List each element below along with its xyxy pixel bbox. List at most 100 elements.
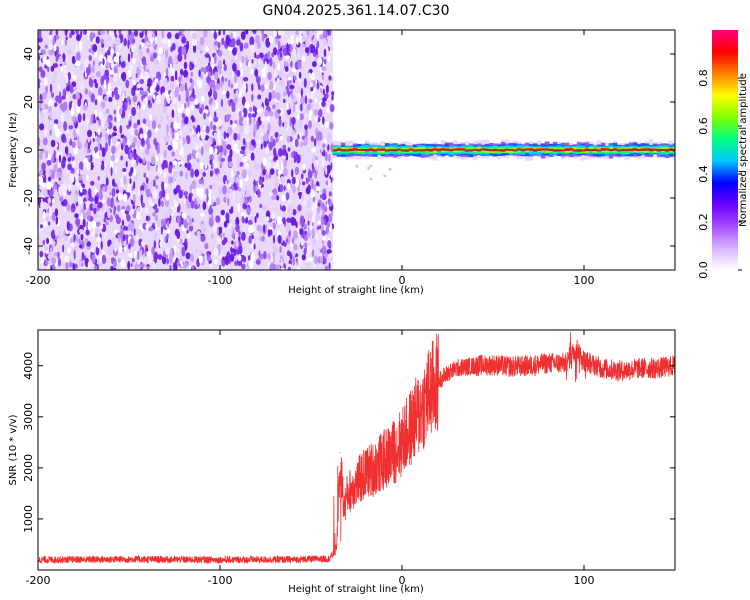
noise-speck	[275, 92, 281, 101]
noise-speck	[283, 242, 287, 247]
noise-speck	[160, 87, 163, 95]
noise-speck	[265, 99, 270, 104]
noise-speck	[96, 236, 102, 243]
noise-speck	[247, 219, 253, 225]
noise-speck	[159, 240, 163, 248]
noise-speck	[221, 90, 227, 95]
noise-speck	[202, 172, 206, 177]
noise-speck	[251, 139, 256, 146]
noise-speck	[226, 144, 232, 150]
noise-speck	[40, 109, 44, 120]
noise-speck	[242, 138, 246, 146]
noise-speck	[241, 96, 246, 106]
noise-speck	[164, 77, 168, 86]
snr-point	[601, 367, 603, 369]
signal-band-cell	[644, 148, 650, 151]
noise-speck	[123, 175, 127, 186]
noise-speck	[180, 122, 184, 129]
noise-speck	[241, 169, 247, 179]
noise-speck	[230, 206, 234, 213]
noise-speck	[109, 160, 114, 171]
noise-speck	[235, 241, 239, 248]
noise-speck	[93, 207, 97, 214]
noise-speck	[214, 148, 218, 154]
noise-speck	[194, 169, 200, 178]
snr-point	[656, 367, 658, 369]
noise-speck	[267, 253, 271, 260]
noise-speck	[252, 105, 256, 112]
noise-speck	[97, 201, 103, 209]
noise-speck	[207, 137, 212, 148]
noise-speck	[106, 50, 111, 56]
noise-speck	[254, 68, 259, 78]
noise-speck	[133, 228, 136, 237]
noise-speck	[217, 49, 223, 57]
noise-speck	[156, 144, 160, 155]
noise-speck	[221, 244, 224, 251]
noise-speck	[179, 138, 183, 148]
noise-speck	[130, 152, 133, 161]
noise-speck	[177, 160, 181, 167]
noise-speck	[237, 133, 241, 141]
noise-speck	[256, 224, 261, 232]
signal-band-cell	[560, 149, 566, 152]
noise-speck	[307, 170, 313, 179]
noise-speck	[183, 102, 187, 109]
noise-speck	[152, 212, 156, 217]
noise-speck	[177, 99, 181, 110]
noise-speck	[132, 57, 136, 65]
noise-speck	[280, 267, 286, 270]
noise-speck	[323, 164, 327, 172]
noise-speck	[149, 113, 152, 121]
noise-speck	[309, 211, 312, 221]
snr-point	[510, 366, 512, 368]
noise-speck	[152, 81, 157, 88]
noise-speck	[80, 233, 84, 241]
noise-speck	[191, 265, 195, 270]
noise-speck	[210, 121, 213, 130]
noise-speck	[156, 219, 160, 228]
noise-speck	[42, 137, 48, 146]
noise-speck	[244, 200, 249, 205]
noise-speck	[52, 185, 55, 195]
noise-speck	[49, 110, 53, 120]
noise-speck	[322, 116, 325, 125]
noise-speck	[272, 47, 278, 56]
noise-speck	[236, 170, 240, 176]
noise-speck	[165, 247, 170, 255]
noise-speck	[327, 144, 330, 151]
noise-speck	[277, 40, 281, 50]
noise-speck	[292, 184, 296, 194]
signal-band-cell	[336, 148, 342, 151]
noise-speck	[133, 80, 136, 86]
noise-speck	[243, 210, 247, 219]
noise-speck	[313, 109, 318, 116]
noise-speck	[42, 210, 46, 220]
noise-speck	[304, 95, 308, 105]
noise-speck	[79, 161, 84, 171]
noise-speck	[310, 43, 316, 54]
noise-speck	[172, 176, 175, 184]
noise-speck	[140, 249, 143, 258]
noise-speck	[125, 79, 130, 89]
signal-band-cell	[380, 148, 386, 151]
noise-speck	[181, 46, 187, 56]
noise-speck	[331, 95, 334, 101]
noise-speck	[200, 235, 206, 242]
noise-speck	[92, 44, 98, 53]
noise-speck	[75, 91, 80, 101]
noise-speck	[61, 39, 64, 46]
noise-speck	[95, 146, 99, 153]
noise-speck	[264, 60, 267, 71]
noise-speck	[296, 36, 299, 46]
noise-speck	[297, 134, 300, 140]
noise-speck	[128, 120, 132, 127]
noise-speck	[267, 122, 271, 133]
noise-speck	[211, 30, 215, 33]
signal-band-cell	[616, 149, 622, 152]
noise-speck	[255, 259, 261, 265]
noise-speck	[111, 32, 115, 41]
noise-speck	[278, 79, 284, 86]
noise-speck	[251, 146, 255, 151]
signal-band-cell	[568, 147, 574, 151]
